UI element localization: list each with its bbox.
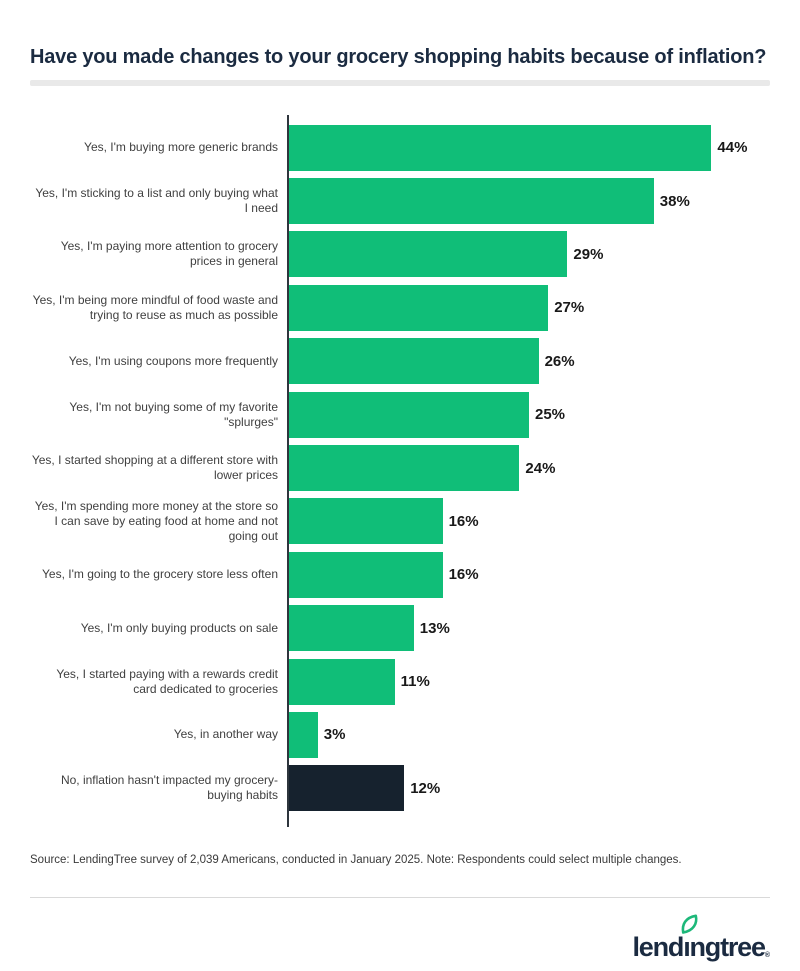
bar-row: Yes, I'm sticking to a list and only buy…: [30, 174, 770, 227]
value-label: 3%: [323, 726, 346, 744]
bar-row: Yes, I'm being more mindful of food wast…: [30, 281, 770, 334]
category-label: Yes, I'm going to the grocery store less…: [42, 567, 278, 582]
category-label: Yes, I'm only buying products on sale: [80, 620, 278, 635]
value-label: 16%: [448, 512, 479, 530]
category-label: Yes, I'm sticking to a list and only buy…: [35, 186, 278, 216]
logo-row: lendı ngtree®: [30, 914, 770, 963]
logo-dotless-i: ı: [683, 932, 691, 963]
bar-area: 16%: [287, 498, 770, 545]
category-label: No, inflation hasn't impacted my grocery…: [60, 773, 278, 803]
chart-title: Have you made changes to your grocery sh…: [30, 46, 767, 68]
bar-chart: Yes, I'm buying more generic brands 44% Ye…: [30, 115, 770, 828]
bar-row: Yes, I'm buying more generic brands 44%: [30, 121, 770, 174]
bar-row: Yes, in another way 3%: [30, 708, 770, 761]
category-label: Yes, I started shopping at a different s…: [31, 453, 278, 483]
bar: [289, 711, 318, 758]
bar-row: No, inflation hasn't impacted my grocery…: [30, 762, 770, 815]
bar-row: Yes, I'm using coupons more frequently 26…: [30, 335, 770, 388]
bar: [289, 284, 549, 331]
lendingtree-logo: lendı ngtree®: [632, 914, 770, 963]
value-label: 24%: [525, 459, 556, 477]
logo-i: ı: [681, 914, 698, 963]
y-axis-line: [287, 115, 289, 828]
bar-area: 25%: [287, 391, 770, 438]
category-label: Yes, I'm using coupons more frequently: [68, 353, 278, 368]
bar-area: 38%: [287, 178, 770, 225]
value-label: 27%: [554, 299, 585, 317]
bar: [289, 124, 712, 171]
bar-row: Yes, I'm going to the grocery store less…: [30, 548, 770, 601]
bar-row: Yes, I'm spending more money at the stor…: [30, 495, 770, 548]
bar-row: Yes, I started shopping at a different s…: [30, 441, 770, 494]
bar-area: 29%: [287, 231, 770, 278]
bar-area: 44%: [287, 124, 770, 171]
bar-area: 27%: [287, 284, 770, 331]
value-label: 25%: [535, 406, 566, 424]
value-label: 44%: [717, 139, 748, 157]
bar: [289, 551, 443, 598]
category-label: Yes, I started paying with a rewards cre…: [56, 666, 278, 696]
bar-rows-container: Yes, I'm buying more generic brands 44% Ye…: [30, 121, 770, 815]
category-label: Yes, in another way: [173, 727, 278, 742]
bar: [289, 231, 568, 278]
bar-row: Yes, I'm paying more attention to grocer…: [30, 228, 770, 281]
footer-divider: [30, 897, 770, 899]
value-label: 38%: [659, 192, 690, 210]
value-label: 13%: [419, 619, 450, 637]
value-label: 26%: [544, 352, 575, 370]
title-divider: [30, 80, 770, 86]
value-label: 16%: [448, 566, 479, 584]
bar-area: 11%: [287, 658, 770, 705]
category-label: Yes, I'm spending more money at the stor…: [34, 498, 278, 543]
bar-area: 3%: [287, 711, 770, 758]
bar: [289, 338, 539, 385]
value-label: 29%: [573, 245, 604, 263]
value-label: 12%: [410, 779, 441, 797]
leaf-icon: [681, 914, 698, 934]
bar: [289, 658, 395, 705]
bar-area: 13%: [287, 605, 770, 652]
category-label: Yes, I'm not buying some of my favorite …: [69, 399, 278, 429]
bar-area: 24%: [287, 445, 770, 492]
bar: [289, 605, 414, 652]
category-label: Yes, I'm being more mindful of food wast…: [32, 292, 278, 322]
bar: [289, 178, 654, 225]
bar: [289, 765, 405, 812]
bar: [289, 498, 443, 545]
bar: [289, 445, 520, 492]
bar-area: 12%: [287, 765, 770, 812]
value-label: 11%: [400, 673, 430, 691]
bar-row: Yes, I'm not buying some of my favorite …: [30, 388, 770, 441]
category-label: Yes, I'm paying more attention to grocer…: [60, 239, 278, 269]
bar-area: 26%: [287, 338, 770, 385]
category-label: Yes, I'm buying more generic brands: [84, 140, 278, 155]
source-note: Source: LendingTree survey of 2,039 Amer…: [30, 854, 682, 867]
logo-text-suffix: ngtree: [689, 932, 767, 963]
bar-row: Yes, I started paying with a rewards cre…: [30, 655, 770, 708]
bar: [289, 391, 529, 438]
logo-text-prefix: lend: [632, 932, 684, 963]
registered-mark: ®: [764, 952, 770, 960]
bar-row: Yes, I'm only buying products on sale 13%: [30, 602, 770, 655]
bar-area: 16%: [287, 551, 770, 598]
